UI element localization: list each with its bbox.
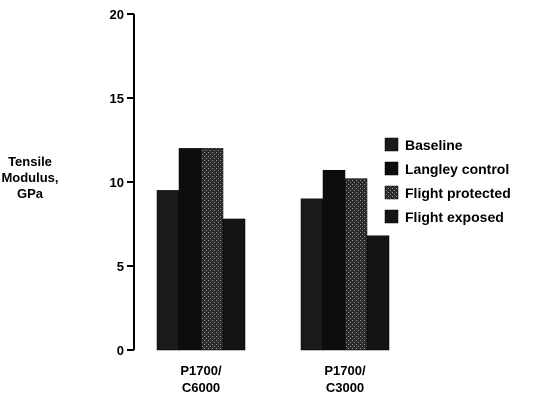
y-tick-label: 0 <box>117 343 124 358</box>
y-tick-label: 5 <box>117 259 124 274</box>
x-category-label-line: C6000 <box>182 380 220 395</box>
y-tick-label: 10 <box>110 175 124 190</box>
x-category-label-line: C3000 <box>326 380 364 395</box>
x-category-label: P1700/C3000 <box>324 363 366 395</box>
legend: Baseline Langley control Flight protected F… <box>384 137 511 225</box>
bar-langley-control-1 <box>178 148 202 351</box>
legend-label: Langley control <box>405 161 509 177</box>
legend-label: Baseline <box>405 137 463 153</box>
y-axis-label-line: GPa <box>17 186 44 201</box>
bar-baseline-1 <box>156 190 180 351</box>
y-axis-label: Tensile Modulus, GPa <box>1 154 58 201</box>
legend-swatch <box>384 185 399 200</box>
y-tick-label: 20 <box>110 7 124 22</box>
x-category-label-line: P1700/ <box>324 363 366 378</box>
legend-swatch <box>384 161 399 176</box>
x-category-label: P1700/C6000 <box>180 363 222 395</box>
bar-flight-exposed-1 <box>222 218 246 351</box>
x-category-label-line: P1700/ <box>180 363 222 378</box>
bar-langley-control-2 <box>322 169 346 351</box>
legend-swatch <box>384 137 399 152</box>
y-axis-label-line: Modulus, <box>1 170 58 185</box>
bar-flight-protected-2 <box>344 178 368 351</box>
legend-label: Flight protected <box>405 185 511 201</box>
y-axis: 0 5 10 15 20 <box>110 7 135 358</box>
legend-swatch <box>384 209 399 224</box>
legend-label: Flight exposed <box>405 209 504 225</box>
bar-flight-protected-1 <box>200 148 224 351</box>
bar-flight-exposed-2 <box>366 235 390 351</box>
y-tick-label: 15 <box>110 91 124 106</box>
bar-baseline-2 <box>300 198 324 351</box>
bars <box>156 148 390 351</box>
y-axis-label-line: Tensile <box>8 154 52 169</box>
